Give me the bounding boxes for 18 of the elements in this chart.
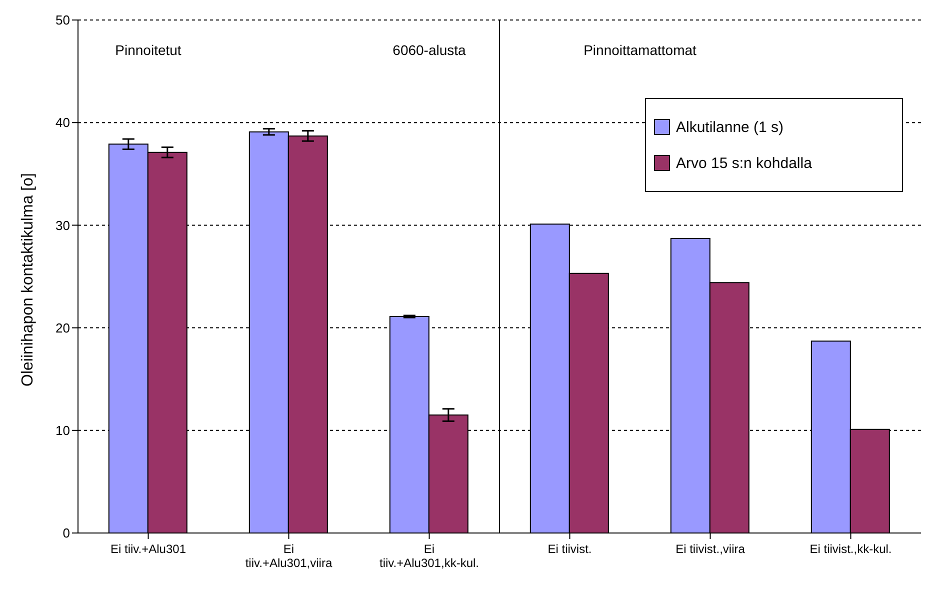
x-tick-label: Ei tiiv.+Alu301,kk-kul.	[380, 542, 479, 570]
x-tick-label: Ei tiiv.+Alu301	[110, 542, 186, 556]
x-tick-label: Ei tiivist.,kk-kul.	[810, 542, 892, 556]
y-tick-label: 40	[56, 115, 70, 130]
y-tick-label: 30	[56, 218, 70, 233]
legend-label: Alkutilanne (1 s)	[676, 118, 784, 136]
annotation: 6060-alusta	[392, 42, 466, 58]
x-tick-label: Ei tiiv.+Alu301,viira	[245, 542, 332, 570]
annotation: Pinnoitetut	[115, 42, 182, 58]
legend-label: Arvo 15 s:n kohdalla	[676, 154, 812, 172]
y-tick-label: 0	[62, 526, 70, 541]
y-tick-label: 20	[56, 320, 70, 336]
annotation: Pinnoittamattomat	[584, 42, 696, 58]
y-tick-label: 10	[56, 423, 70, 438]
x-tick-label: Ei tiivist.	[548, 542, 592, 556]
y-tick-label: 50	[56, 12, 70, 28]
y-axis-title: Oleiinihapon kontaktikulma [o]	[20, 173, 37, 386]
x-tick-label: Ei tiivist.,viira	[676, 542, 746, 556]
